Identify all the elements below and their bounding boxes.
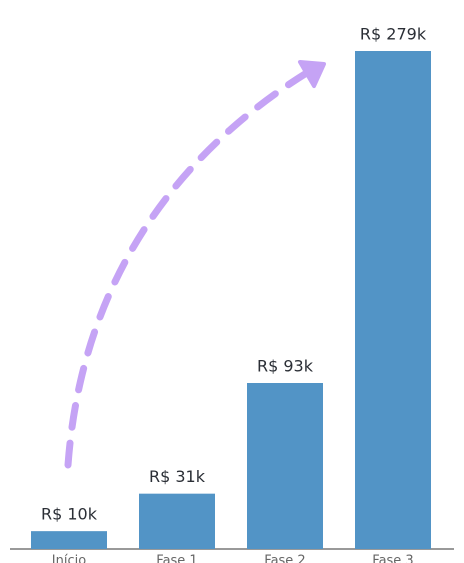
- bar: [31, 531, 107, 549]
- bar: [139, 493, 215, 549]
- bar: [355, 51, 431, 549]
- x-tick-label: Início: [52, 554, 86, 563]
- value-label: R$ 10k: [41, 505, 98, 524]
- x-tick-label: Fase 1: [156, 554, 197, 563]
- arrow-head: [298, 60, 326, 88]
- value-label: R$ 31k: [149, 467, 206, 486]
- growth-arrow: [64, 62, 322, 469]
- bar: [247, 383, 323, 549]
- value-label: R$ 93k: [257, 357, 314, 376]
- x-tick-label: Fase 3: [372, 554, 413, 563]
- value-label: R$ 279k: [360, 25, 427, 44]
- x-tick-label: Fase 2: [264, 554, 305, 563]
